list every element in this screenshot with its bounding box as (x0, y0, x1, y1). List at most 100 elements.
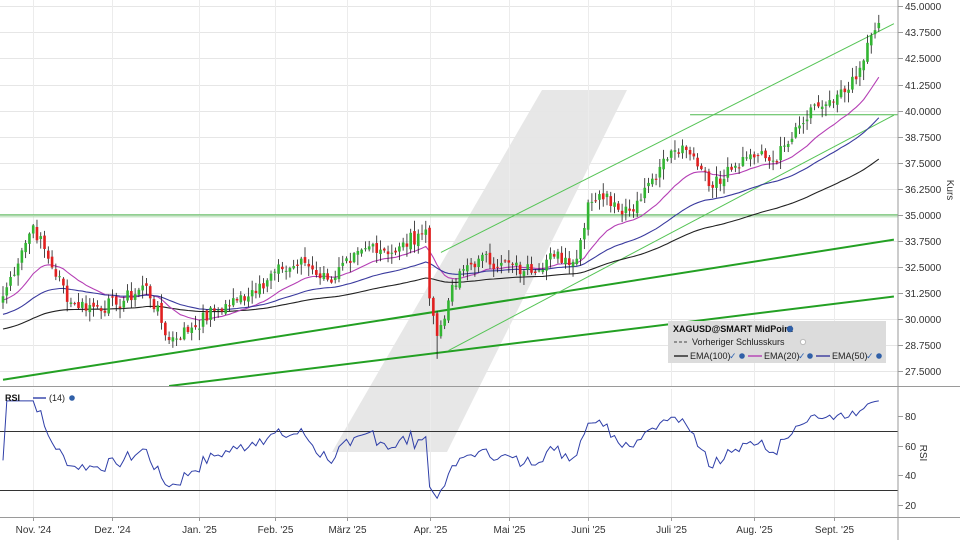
candle-body (443, 318, 446, 326)
candle-body (749, 154, 752, 160)
candle-body (160, 302, 163, 323)
candle-body (711, 184, 714, 188)
candle-body (458, 271, 462, 288)
price-tick-label: 38.7500 (905, 133, 942, 144)
candle-body (786, 143, 790, 148)
candle-body (537, 270, 541, 272)
candle-body (737, 167, 741, 169)
candle-body (564, 257, 567, 265)
candle-body (224, 304, 228, 314)
candle-body (817, 102, 820, 107)
candle-body (617, 203, 620, 210)
rsi-legend: RSI (14) (5, 393, 75, 403)
candle-body (771, 160, 775, 162)
settings-icon[interactable] (807, 353, 813, 359)
candle-body (613, 202, 616, 207)
price-tick-label: 35.0000 (905, 211, 942, 222)
check-icon[interactable]: ✓ (866, 351, 874, 361)
candle-body (386, 251, 390, 255)
candle-body (20, 250, 24, 263)
candle-body (175, 338, 178, 340)
candle-body (186, 326, 190, 332)
candle-body (435, 313, 439, 336)
time-tick-label: Juni '25 (571, 525, 606, 536)
candlestick-series (1, 14, 881, 359)
settings-icon[interactable] (739, 353, 745, 359)
price-tick-label: 37.5000 (905, 159, 942, 170)
settings-icon[interactable] (69, 395, 75, 401)
candle-body (503, 260, 507, 262)
candle-body (345, 258, 348, 262)
candle-body (515, 262, 518, 266)
candle-body (148, 286, 152, 299)
candle-body (35, 226, 39, 241)
candle-body (296, 264, 299, 266)
candle-body (798, 125, 801, 129)
check-icon[interactable]: ✓ (798, 351, 806, 361)
candle-body (632, 209, 635, 212)
candle-body (692, 153, 696, 157)
candle-body (182, 327, 186, 340)
candle-body (477, 258, 480, 268)
candle-body (299, 258, 303, 265)
candle-body (216, 309, 220, 311)
watermark-logo (332, 90, 627, 452)
candle-body (707, 171, 711, 187)
candle-body (88, 305, 92, 313)
candle-body (643, 187, 647, 199)
candle-body (484, 253, 488, 255)
candle-body (877, 22, 881, 29)
candle-body (481, 254, 484, 261)
candle-body (54, 269, 58, 277)
candle-body (605, 193, 609, 198)
candle-body (488, 252, 492, 265)
candle-body (673, 150, 677, 152)
settings-icon[interactable] (786, 325, 794, 333)
candle-body (405, 243, 409, 247)
price-tick-label: 36.2500 (905, 185, 942, 196)
candle-body (265, 280, 269, 287)
candle-body (790, 138, 794, 142)
candle-body (620, 210, 624, 215)
time-tick-label: Dez. '24 (94, 525, 131, 536)
candle-body (194, 325, 197, 328)
rsi-tick-label: 40 (905, 471, 917, 482)
candle-body (122, 300, 126, 308)
legend-label-ema100: EMA(100) (690, 351, 731, 361)
candle-body (681, 145, 684, 154)
candle-body (409, 232, 412, 250)
candle-body (398, 246, 401, 252)
candle-body (639, 199, 643, 201)
candle-body (152, 299, 156, 310)
candle-body (349, 260, 352, 263)
candle-body (337, 267, 341, 279)
candle-body (858, 67, 862, 77)
candle-body (813, 104, 816, 106)
candle-body (352, 253, 356, 263)
legend-background (668, 321, 886, 363)
candle-body (556, 251, 560, 259)
settings-icon[interactable] (876, 353, 882, 359)
candle-body (367, 246, 371, 250)
candle-body (745, 157, 748, 159)
candle-body (394, 250, 397, 253)
time-tick-label: Nov. '24 (16, 525, 52, 536)
candle-body (16, 263, 20, 276)
candle-body (839, 89, 843, 98)
candle-body (802, 123, 805, 125)
candle-body (114, 296, 118, 305)
price-tick-label: 33.7500 (905, 237, 942, 248)
candle-body (133, 294, 137, 300)
candle-body (783, 145, 786, 147)
price-tick-label: 42.5000 (905, 54, 942, 65)
visibility-icon[interactable] (799, 338, 807, 346)
candle-body (571, 261, 575, 267)
candle-body (696, 157, 699, 167)
check-icon[interactable]: ✓ (729, 351, 737, 361)
candle-body (262, 283, 265, 289)
candle-body (201, 312, 205, 327)
candle-body (164, 322, 167, 336)
candle-body (307, 263, 311, 267)
trend-line (440, 23, 895, 253)
candle-body (43, 235, 46, 249)
